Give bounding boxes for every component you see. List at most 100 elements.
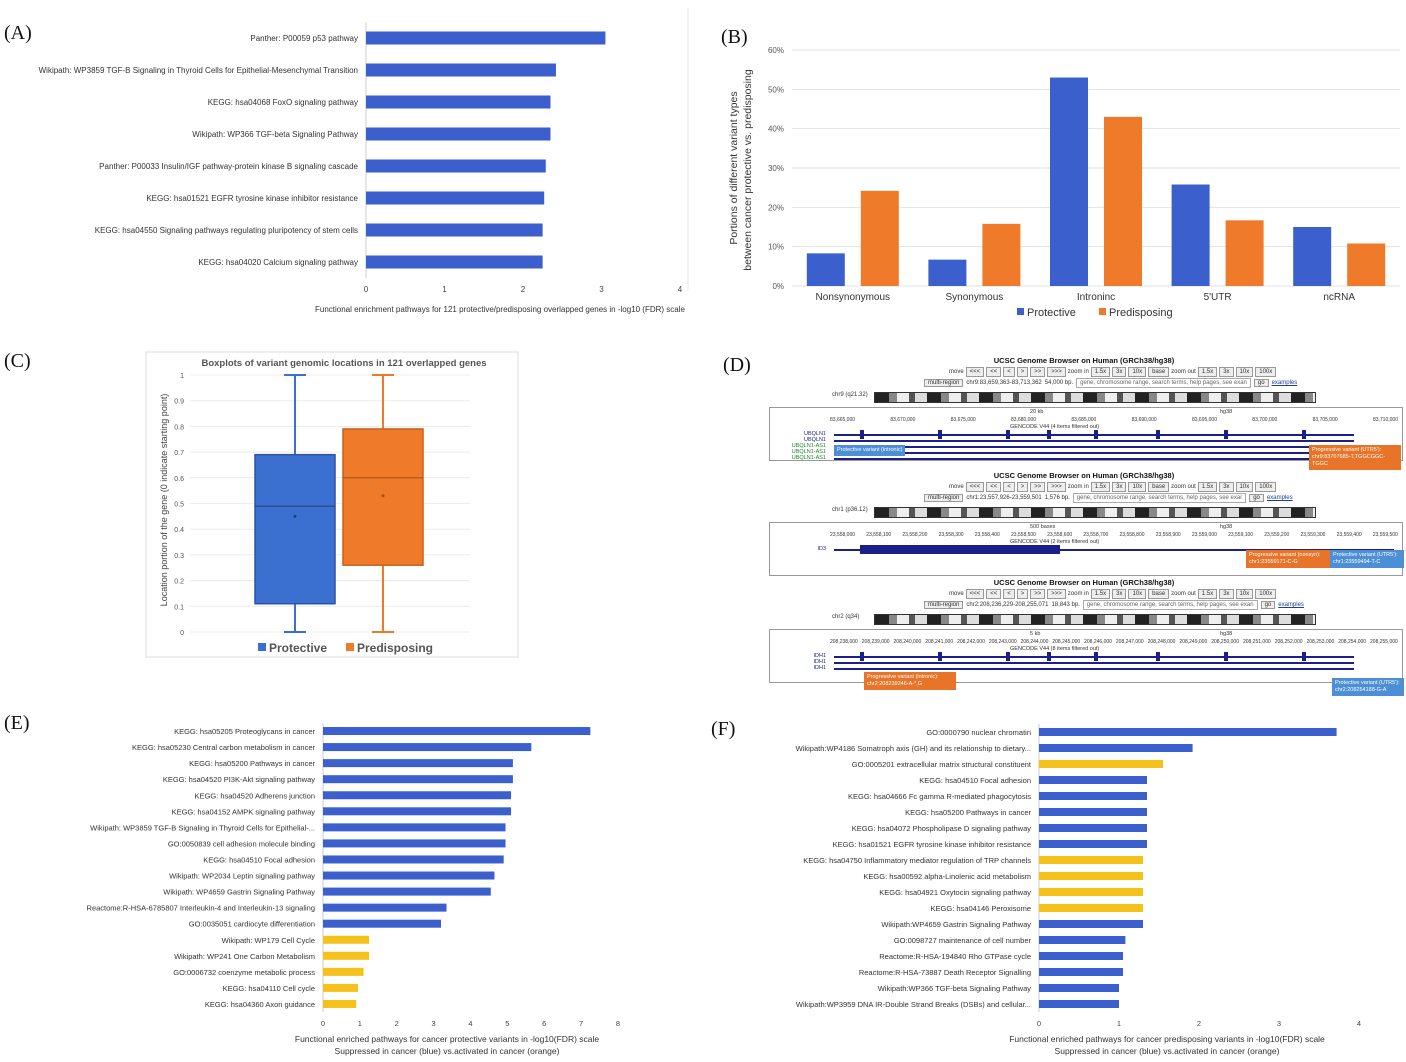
nav-button[interactable]: base: [1148, 589, 1170, 599]
search-input[interactable]: gene, chromosome range, search terms, he…: [1076, 378, 1251, 388]
bar: [1039, 936, 1126, 944]
nav-button[interactable]: >>: [1030, 482, 1046, 492]
nav-button[interactable]: 10x: [1128, 589, 1147, 599]
nav-button[interactable]: >>: [1030, 367, 1046, 377]
nav-button[interactable]: 1.5x: [1197, 367, 1218, 377]
position-item: chr1:23,557,926-23,559,501: [966, 495, 1042, 501]
nav-button[interactable]: >: [1016, 589, 1029, 599]
nav-button[interactable]: <: [1003, 367, 1015, 377]
nav-button[interactable]: 1.5x: [1090, 589, 1111, 599]
chart-e-protective-pathways: KEGG: hsa05205 Proteoglycans in cancer KE…: [87, 723, 620, 1056]
tick-label: 208,243,000: [988, 639, 1017, 645]
nav-button: move: [949, 591, 964, 597]
tick-label: 208,245,000: [1052, 639, 1081, 645]
gene-label: UBQLN1-AS1: [791, 443, 826, 449]
position-item[interactable]: go: [1260, 601, 1276, 609]
nav-button[interactable]: base: [1148, 367, 1170, 377]
exon-block: [1094, 430, 1098, 439]
nav-button[interactable]: 1.5x: [1090, 367, 1111, 377]
nav-button[interactable]: 100x: [1255, 482, 1277, 492]
panel-letter-b: (B): [721, 26, 748, 48]
nav-button[interactable]: 3x: [1219, 367, 1234, 377]
nav-button[interactable]: 10x: [1128, 482, 1147, 492]
bar: [323, 839, 506, 848]
bar: [323, 887, 491, 896]
y-tick-label: 0.6: [174, 476, 184, 483]
nav-button[interactable]: <<<: [965, 367, 985, 377]
nav-button[interactable]: >>>: [1047, 589, 1066, 599]
position-item[interactable]: examples: [1278, 602, 1304, 608]
nav-button[interactable]: 10x: [1235, 482, 1254, 492]
panel-letter-f: (F): [711, 718, 736, 740]
tick-label: 83,705,000: [1312, 417, 1338, 423]
nav-button[interactable]: 3x: [1112, 482, 1127, 492]
nav-button[interactable]: >: [1016, 367, 1029, 377]
x-tick-label: 2: [1197, 1019, 1201, 1028]
nav-button[interactable]: <: [1003, 589, 1015, 599]
nav-button[interactable]: 3x: [1219, 589, 1234, 599]
nav-button[interactable]: 100x: [1255, 589, 1277, 599]
position-item[interactable]: multi-region: [924, 494, 964, 502]
nav-button[interactable]: >>>: [1047, 482, 1066, 492]
nav-button[interactable]: 1.5x: [1197, 589, 1218, 599]
search-input[interactable]: gene, chromosome range, search terms, he…: [1082, 600, 1258, 610]
legend-swatch: [258, 643, 266, 651]
category-label: GO:0006732 coenzyme metabolic process: [173, 968, 315, 977]
chart-b-variant-types: 0% 10% 20% 30% 40% 50% 60% Nonsynonymous Synonym…: [728, 46, 1400, 319]
nav-button[interactable]: 10x: [1235, 589, 1254, 599]
category-label: Panther: P00059 p53 pathway: [250, 34, 358, 43]
exon-block: [1005, 652, 1010, 661]
x-tick-label: 0: [1037, 1019, 1041, 1028]
bar: [323, 855, 504, 864]
nav-button[interactable]: <: [1003, 482, 1015, 492]
position-item[interactable]: multi-region: [924, 379, 964, 387]
nav-button[interactable]: 3x: [1219, 482, 1234, 492]
nav-button[interactable]: 10x: [1235, 367, 1254, 377]
nav-button[interactable]: base: [1148, 482, 1170, 492]
nav-button[interactable]: >>>: [1047, 367, 1066, 377]
search-input[interactable]: gene, chromosome range, search terms, he…: [1072, 493, 1247, 503]
position-item[interactable]: examples: [1271, 380, 1298, 386]
gene-track-line: [834, 662, 1354, 664]
y-tick-label: 50%: [768, 85, 784, 94]
bar: [323, 967, 364, 976]
bar: [1039, 808, 1147, 816]
nav-button[interactable]: >: [1016, 482, 1029, 492]
nav-button[interactable]: 3x: [1112, 367, 1127, 377]
tick-label: 83,670,000: [890, 417, 916, 423]
nav-button[interactable]: <<<: [965, 589, 985, 599]
nav-button[interactable]: 1.5x: [1197, 482, 1218, 492]
browser-title: UCSC Genome Browser on Human (GRCh38/hg3…: [993, 578, 1175, 587]
position-item[interactable]: multi-region: [924, 601, 964, 609]
tick-label: 23,558,900: [1155, 532, 1181, 538]
y-tick-label: 10%: [768, 243, 784, 252]
nav-button[interactable]: <<: [986, 589, 1002, 599]
x-tick-label: 4: [468, 1019, 472, 1028]
nav-button[interactable]: 100x: [1255, 367, 1277, 377]
nav-button[interactable]: 10x: [1128, 367, 1147, 377]
browser-nav: move <<< << < > >> >>> zoom in 1.5x 3x 10x base zoom…: [949, 367, 1277, 377]
position-item[interactable]: examples: [1266, 495, 1293, 501]
nav-button[interactable]: 3x: [1112, 589, 1127, 599]
nav-button[interactable]: <<<: [965, 482, 985, 492]
nav-button[interactable]: >>: [1030, 589, 1046, 599]
y-axis-label: Portions of different variant types: [728, 91, 740, 244]
scale-label: 500 bases: [1030, 524, 1056, 530]
chart-title: Boxplots of variant genomic locations in…: [201, 358, 486, 369]
chromosome-label: chr1 (p36.12): [832, 507, 868, 513]
nav-button[interactable]: <<: [986, 482, 1002, 492]
x-tick-label: 3: [432, 1019, 436, 1028]
bar: [982, 223, 1021, 286]
position-item[interactable]: go: [1253, 379, 1269, 387]
exon-block: [938, 430, 942, 439]
position-item[interactable]: go: [1249, 494, 1264, 502]
nav-button[interactable]: <<: [986, 367, 1002, 377]
chromosome-ideogram: [874, 614, 1316, 625]
category-label: KEGG: hsa04510 Focal adhesion: [919, 776, 1031, 785]
category-label: KEGG: hsa05230 Central carbon metabolism…: [132, 743, 316, 752]
tick-label: 83,695,000: [1191, 417, 1217, 423]
nav-button[interactable]: 1.5x: [1090, 482, 1111, 492]
legend-label: Predisposing: [357, 641, 433, 655]
category-label: Wikipath: WP366 TGF-beta Signaling Pathw…: [192, 130, 358, 139]
